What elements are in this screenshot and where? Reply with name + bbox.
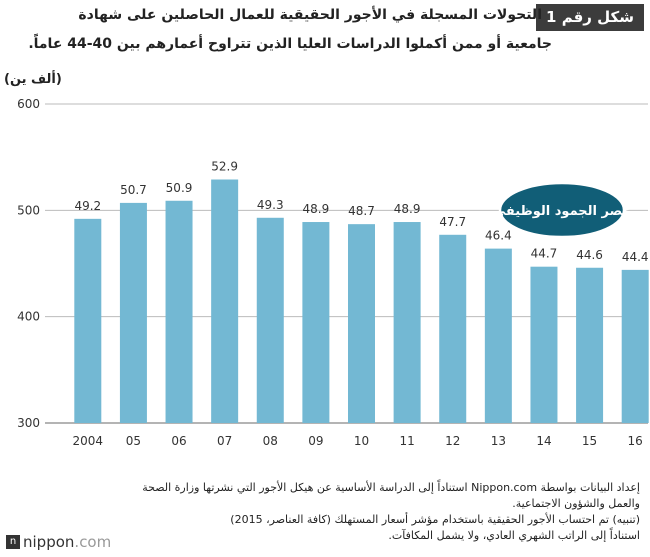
data-label: 47.7 <box>439 215 466 229</box>
data-label: 49.2 <box>74 199 101 213</box>
data-label: 49.3 <box>257 198 284 212</box>
x-tick-label: 09 <box>308 434 323 448</box>
data-label: 52.9 <box>211 159 238 173</box>
bar <box>439 234 467 423</box>
nippon-logo: n nippon . com <box>6 533 111 551</box>
x-tick-label: 2004 <box>73 434 104 448</box>
bar <box>165 200 193 423</box>
x-tick-label: 12 <box>445 434 460 448</box>
figure-label: شكل رقم 1 <box>536 4 644 31</box>
brand-name: nippon <box>23 533 75 551</box>
footnote-source: إعداد البيانات بواسطة Nippon.com استنادا… <box>142 481 640 510</box>
bar <box>302 222 330 423</box>
brand-tld: com <box>79 533 112 551</box>
bar <box>211 179 239 423</box>
y-axis-label: (ألف ين) <box>4 70 62 87</box>
x-tick-label: 06 <box>171 434 186 448</box>
y-tick-label: 500 <box>17 203 40 217</box>
bar <box>484 248 512 423</box>
x-tick-label: 08 <box>263 434 278 448</box>
x-tick-label: 11 <box>399 434 414 448</box>
chart-title-line-1: التحولات المسجلة في الأجور الحقيقية للعم… <box>78 7 542 23</box>
x-tick-label: 15 <box>582 434 597 448</box>
data-label: 50.9 <box>166 181 193 195</box>
bar <box>74 218 102 423</box>
y-tick-label: 600 <box>17 97 40 111</box>
footnote-note: (تنبيه) تم احتساب الأجور الحقيقية باستخد… <box>230 513 640 526</box>
chart-header: شكل رقم 1 التحولات المسجلة في الأجور الح… <box>0 0 650 62</box>
x-tick-label: 14 <box>536 434 551 448</box>
footnote-note-continued: استناداً إلى الراتب الشهري العادي، ولا ي… <box>388 529 640 542</box>
data-label: 44.4 <box>622 250 649 264</box>
y-tick-label: 300 <box>17 416 40 430</box>
y-tick-label: 400 <box>17 310 40 324</box>
bar <box>348 224 375 423</box>
annotation-badge <box>498 181 626 239</box>
x-tick-label: 05 <box>126 434 141 448</box>
data-label: 48.9 <box>303 202 330 216</box>
chart-title-line-2: جامعية أو ممن أكملوا الدراسات العليا الذ… <box>28 36 552 52</box>
bar <box>621 269 649 423</box>
annotation-label: عصر الجمود الوظيفي <box>493 204 632 219</box>
x-tick-label: 13 <box>491 434 506 448</box>
bar <box>576 267 604 423</box>
nippon-logo-mark: n <box>6 535 20 549</box>
x-tick-label: 16 <box>628 434 643 448</box>
data-label: 44.7 <box>531 247 558 261</box>
bar <box>119 202 147 423</box>
x-tick-label: 07 <box>217 434 232 448</box>
data-label: 46.4 <box>485 229 512 243</box>
bar <box>393 222 421 423</box>
x-tick-label: 10 <box>354 434 369 448</box>
brand-dot: . <box>74 533 80 551</box>
bar <box>256 217 284 423</box>
data-label: 50.7 <box>120 183 147 197</box>
data-label: 48.7 <box>348 204 375 218</box>
bar <box>530 266 558 423</box>
footnote: إعداد البيانات بواسطة Nippon.com استنادا… <box>120 480 640 544</box>
bar-chart: (ألف ين) 300 400 500 600 49.2 2004 50.7 05 50.9 06… <box>4 70 649 448</box>
data-label: 44.6 <box>576 248 603 262</box>
data-label: 48.9 <box>394 202 421 216</box>
